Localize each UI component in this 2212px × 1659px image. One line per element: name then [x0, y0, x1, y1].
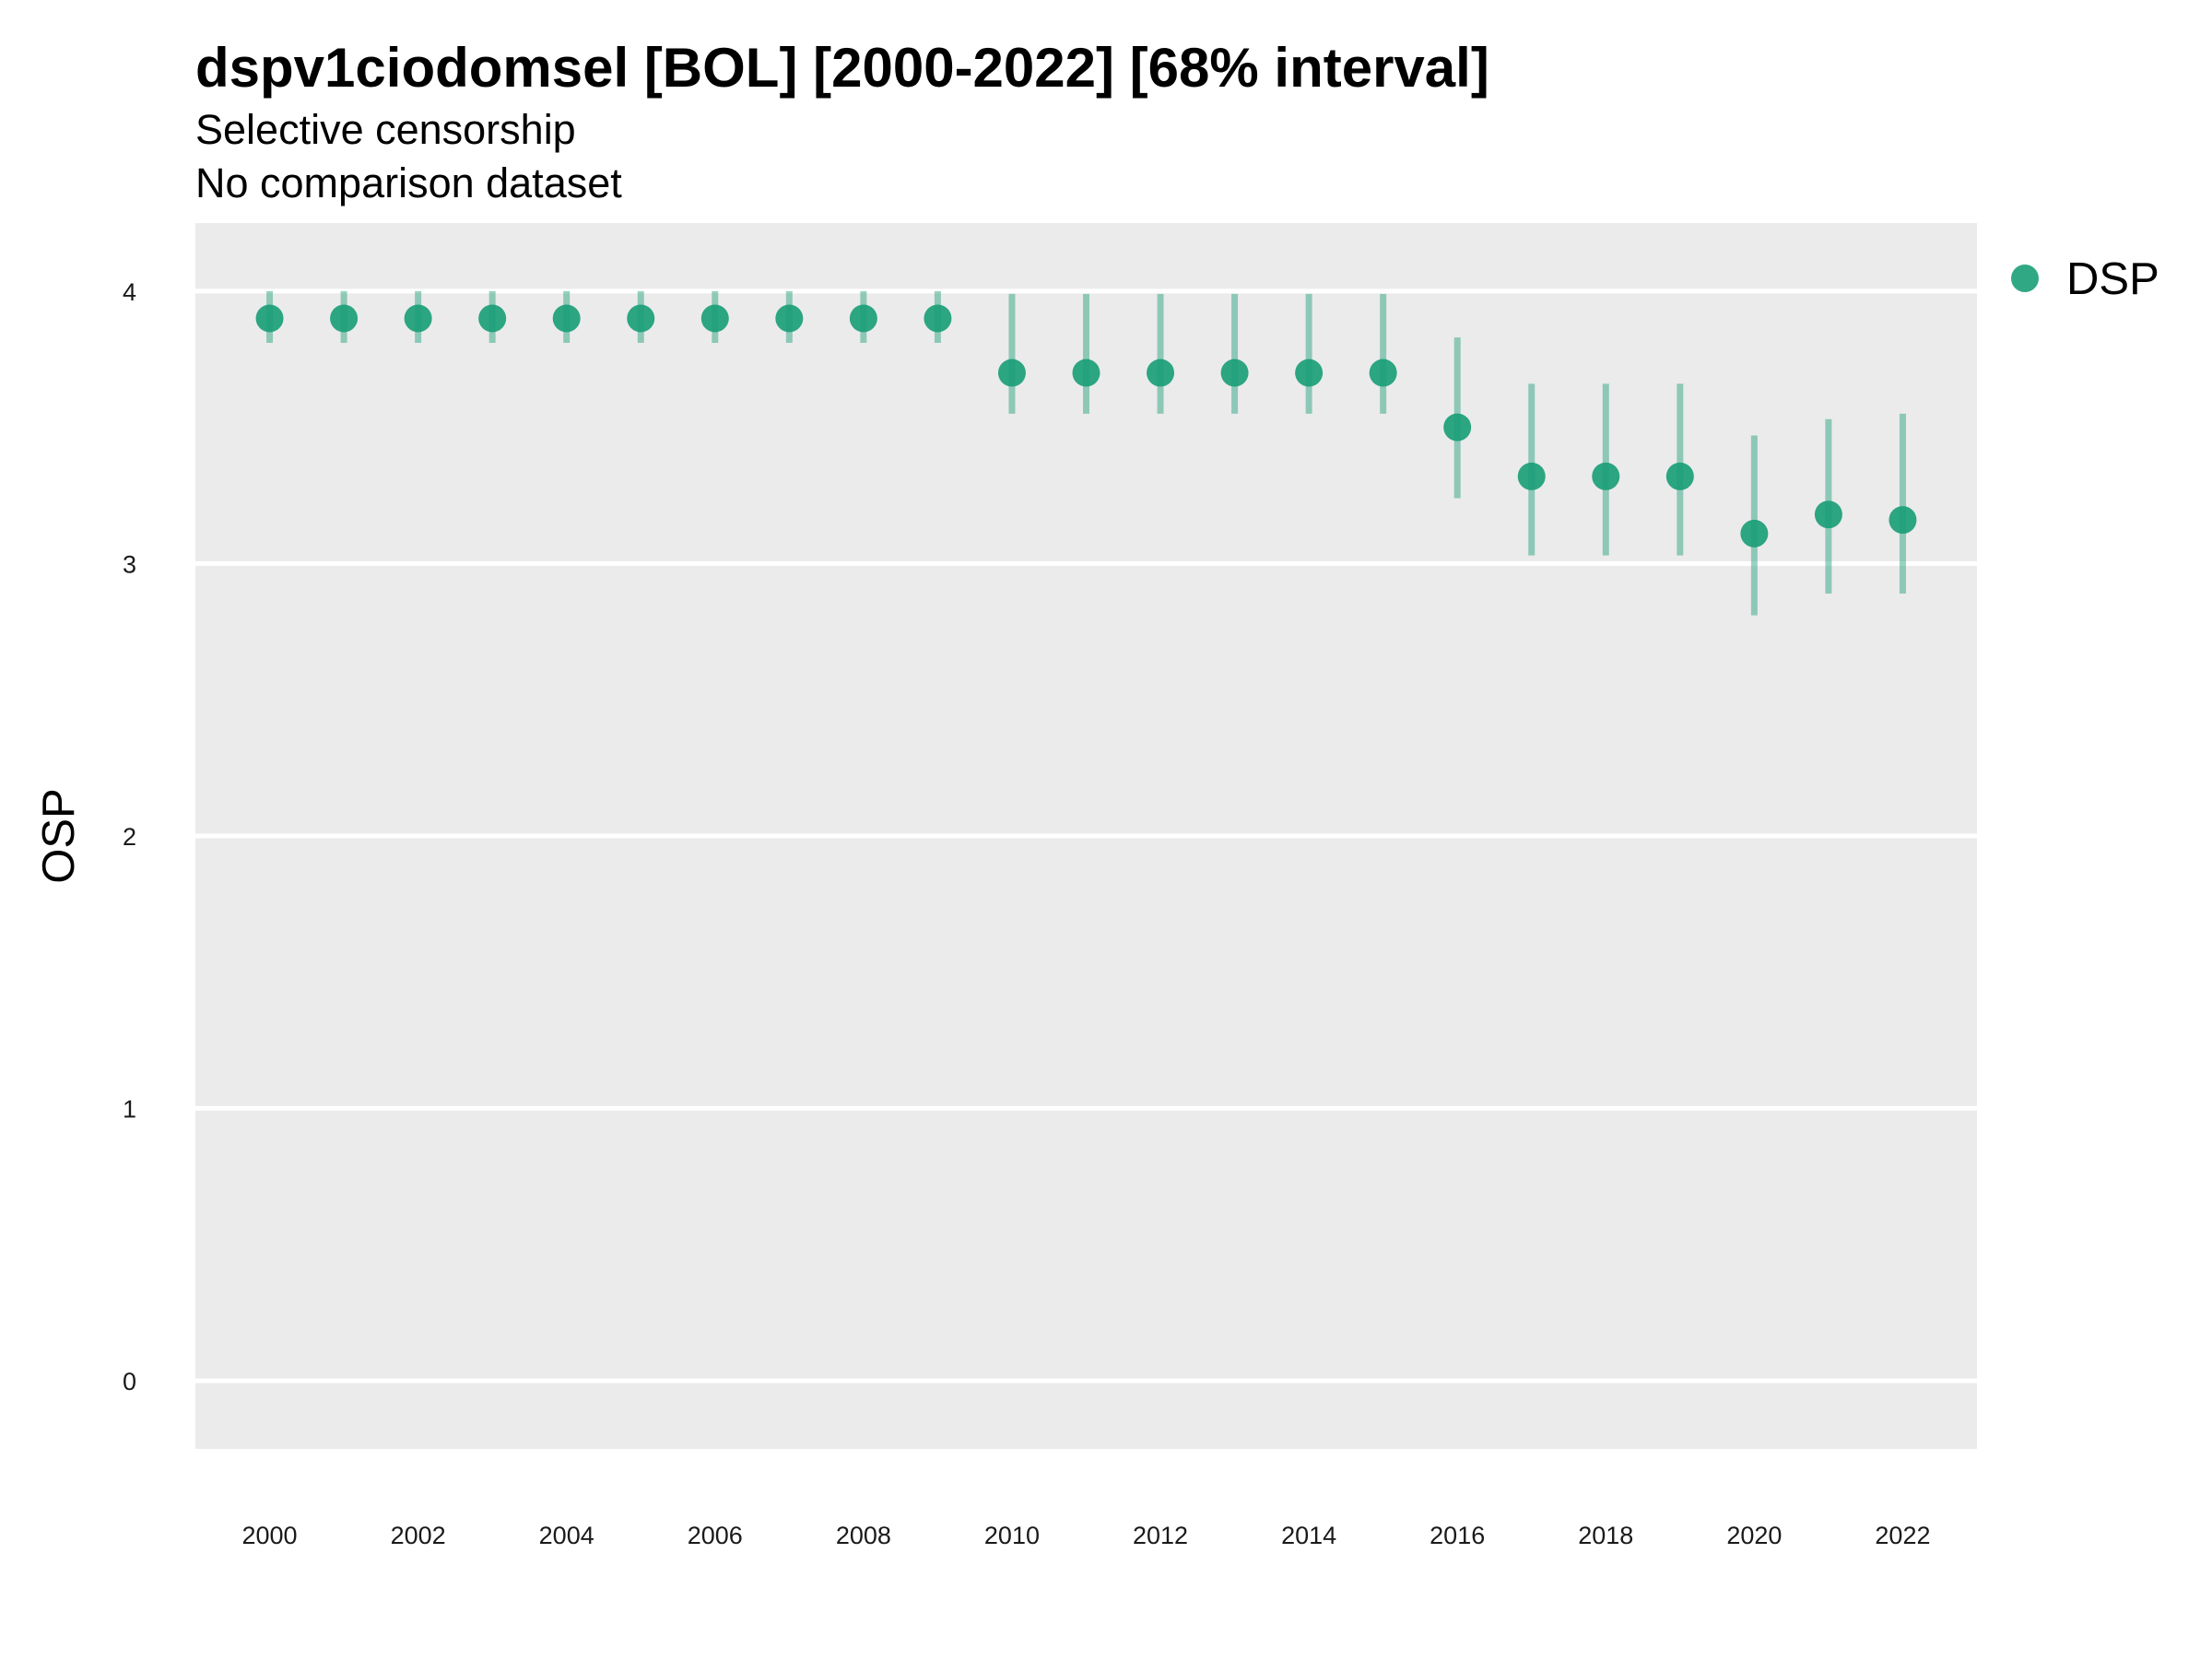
- x-tick-label-2014: 2014: [1281, 1522, 1336, 1549]
- data-point-2010: [997, 359, 1026, 387]
- data-point-2004: [552, 304, 581, 333]
- grid-lines: [195, 288, 1977, 1383]
- data-point-2020: [1740, 519, 1769, 547]
- chart-caption: No comparison dataset: [195, 159, 622, 206]
- y-tick-labels: 0 1 2 3 4: [123, 278, 136, 1395]
- y-axis-label: OSP: [34, 788, 84, 883]
- data-point-2011: [1072, 359, 1100, 387]
- x-tick-labels: 2000 2002 2004 2006 2008 2010 2012 2014 2016 2018…: [242, 1522, 1931, 1549]
- data-point-2007: [775, 304, 804, 333]
- y-tick-label-2: 2: [123, 823, 136, 851]
- data-point-2006: [700, 304, 729, 333]
- x-tick-label-2006: 2006: [688, 1522, 743, 1549]
- data-point-2001: [330, 304, 359, 333]
- x-tick-label-2008: 2008: [836, 1522, 891, 1549]
- x-tick-label-2020: 2020: [1726, 1522, 1782, 1549]
- data-point-2012: [1147, 359, 1175, 387]
- chart-title: dspv1ciodomsel [BOL] [2000-2022] [68% in…: [195, 37, 1489, 99]
- x-tick-label-2004: 2004: [539, 1522, 594, 1549]
- x-tick-label-2012: 2012: [1133, 1522, 1188, 1549]
- chart-subtitle: Selective censorship: [195, 106, 576, 153]
- x-tick-label-2010: 2010: [984, 1522, 1040, 1549]
- data-point-2019: [1665, 462, 1694, 490]
- data-point-2017: [1517, 462, 1546, 490]
- x-tick-label-2022: 2022: [1875, 1522, 1930, 1549]
- data-point-2009: [924, 304, 952, 333]
- y-tick-label-0: 0: [123, 1368, 136, 1395]
- y-tick-label-1: 1: [123, 1096, 136, 1124]
- data-point-2005: [627, 304, 655, 333]
- legend: DSP: [2011, 254, 2159, 304]
- data-point-2000: [255, 304, 284, 333]
- x-tick-label-2000: 2000: [242, 1522, 298, 1549]
- data-point-2002: [404, 304, 432, 333]
- x-tick-label-2016: 2016: [1430, 1522, 1485, 1549]
- data-point-2003: [478, 304, 507, 333]
- y-tick-label-4: 4: [123, 278, 136, 306]
- data-point-2018: [1592, 462, 1620, 490]
- legend-marker: [2011, 265, 2039, 292]
- legend-label-dsp: DSP: [2066, 254, 2159, 304]
- x-tick-label-2002: 2002: [391, 1522, 446, 1549]
- y-tick-label-3: 3: [123, 550, 136, 578]
- data-point-2008: [849, 304, 877, 333]
- data-points: [255, 304, 1917, 547]
- data-point-2013: [1220, 359, 1249, 387]
- data-point-2016: [1443, 413, 1472, 441]
- x-tick-label-2018: 2018: [1578, 1522, 1633, 1549]
- data-point-2015: [1369, 359, 1397, 387]
- data-point-2022: [1888, 506, 1917, 535]
- data-point-2021: [1814, 500, 1842, 529]
- data-point-2014: [1295, 359, 1324, 387]
